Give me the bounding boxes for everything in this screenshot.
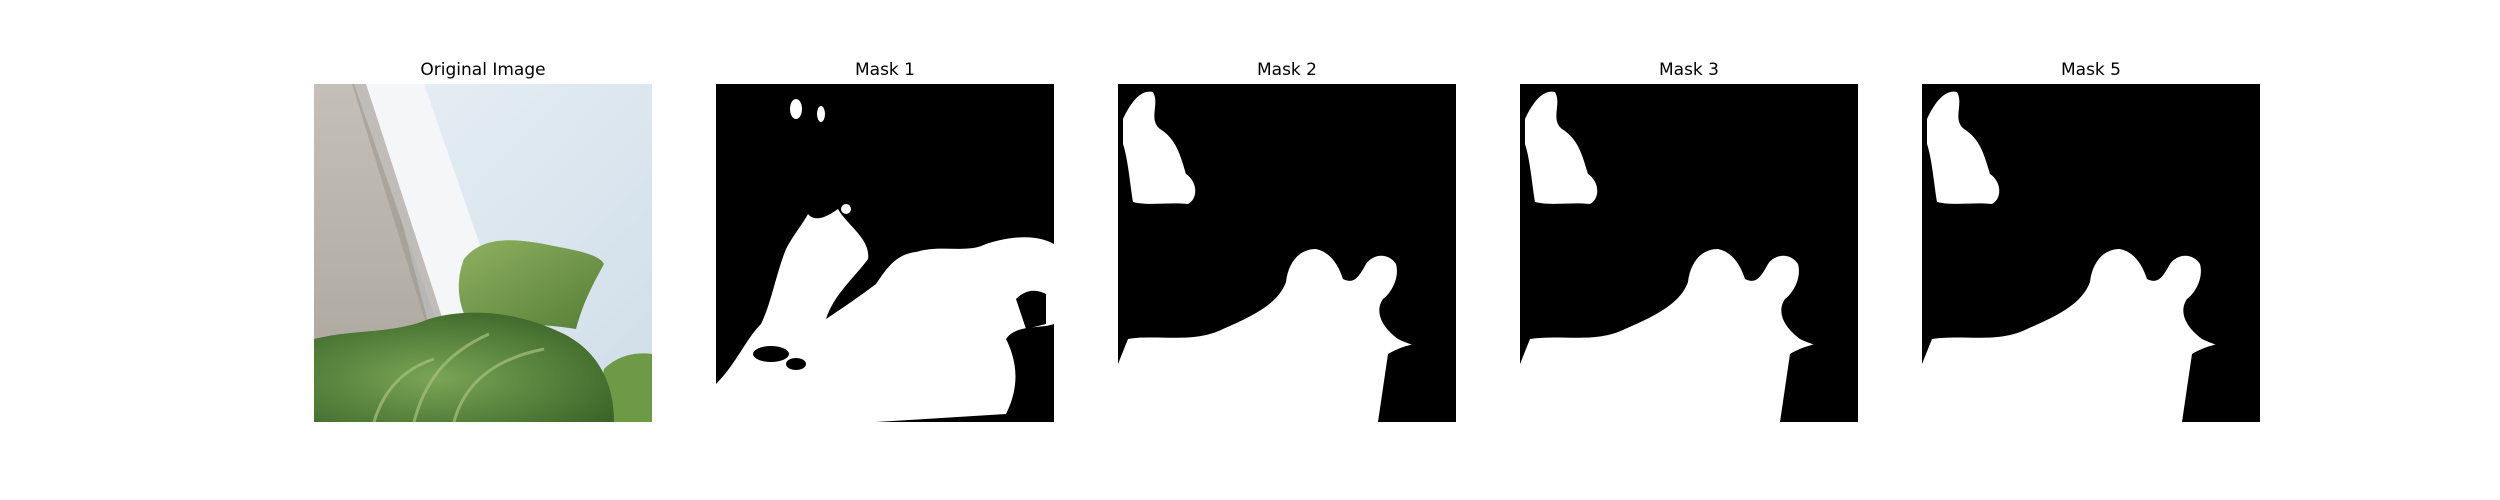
panel-original-image: Original Image (314, 0, 652, 500)
mask-upper-leaf (1927, 91, 2000, 204)
panel-mask-3: Mask 3 (1520, 0, 1858, 500)
mask-upper-leaf (1525, 91, 1598, 204)
mask-lower-region (1520, 249, 1858, 422)
panel-mask-1: Mask 1 (716, 0, 1054, 500)
main-leaf (314, 312, 614, 422)
mask-lower-region (1922, 249, 2260, 422)
panel-mask-2: Mask 2 (1118, 0, 1456, 500)
mask-image-1 (716, 84, 1054, 422)
panel-title: Mask 1 (854, 60, 915, 80)
panel-title: Original Image (420, 60, 546, 80)
leaf-vein (372, 332, 545, 422)
mask-image-2 (1118, 84, 1456, 422)
pole-shadow (352, 84, 454, 356)
mask-image-3 (1520, 84, 1858, 422)
mask-image-5 (1922, 84, 2260, 422)
panel-mask-5: Mask 5 (1922, 0, 2260, 500)
panel-title: Mask 2 (1256, 60, 1317, 80)
mask-lower-region (1118, 249, 1456, 422)
mask-upper-leaf (1123, 91, 1196, 204)
panel-title: Mask 5 (2060, 60, 2121, 80)
original-photo (314, 84, 652, 422)
panel-title: Mask 3 (1658, 60, 1719, 80)
upper-leaf (458, 240, 604, 329)
